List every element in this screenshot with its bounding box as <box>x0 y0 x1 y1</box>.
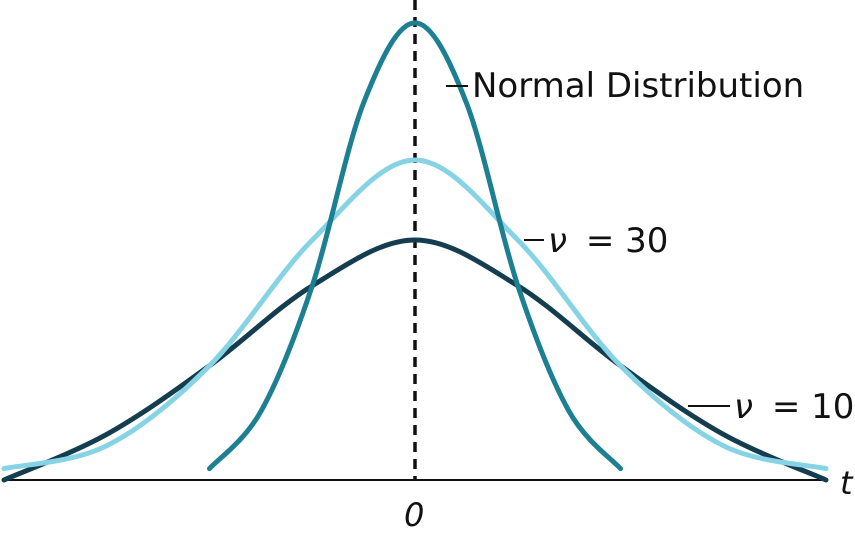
center-tick-label: 0 <box>404 496 424 534</box>
nu-value-10: = 10 <box>772 387 855 427</box>
label-normal-distribution: Normal Distribution <box>472 66 804 106</box>
curve-nu-10 <box>1 237 829 483</box>
x-axis-label: t <box>840 464 854 502</box>
label-nu-10: ν = 10 <box>734 387 854 427</box>
curve-normal-distribution <box>207 20 623 472</box>
nu-symbol-10: ν <box>734 387 753 427</box>
nu-value-30: = 30 <box>586 221 669 261</box>
curve-nu-30 <box>1 157 829 472</box>
label-nu-30: ν = 30 <box>548 221 668 261</box>
nu-symbol-30: ν <box>548 221 567 261</box>
